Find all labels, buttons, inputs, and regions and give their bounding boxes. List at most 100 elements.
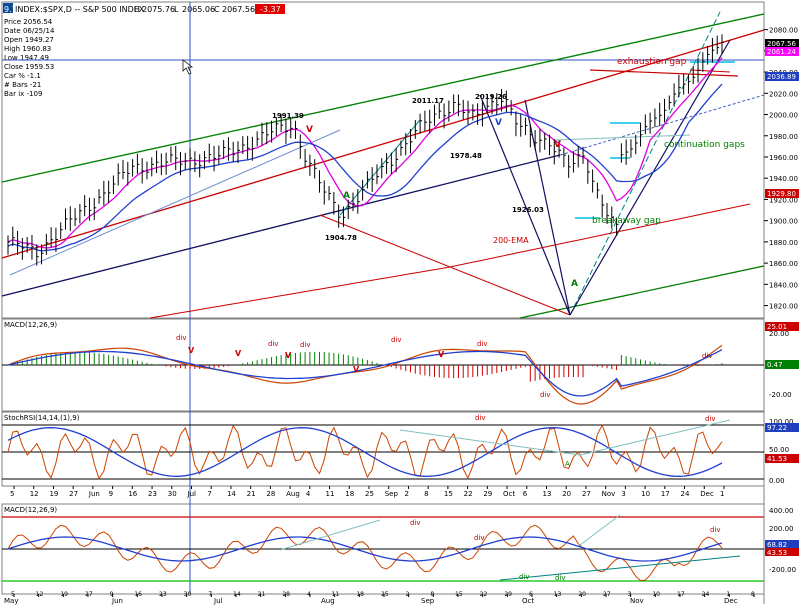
price-tag [765,72,799,81]
info-line: High 1960.83 [4,45,51,53]
date-label: 10 [641,490,650,498]
date-label: 17 [661,490,670,498]
price-tick-label: 1940.00 [769,175,798,183]
macd2-annotation: div [519,573,530,581]
date-label: Dec [700,490,714,498]
macd2-panel: MACD(12,26,9) div div div div div 400.00 200.00… [2,506,799,582]
date-label: 19 [60,591,68,598]
macd-tag-label: 25.01 [767,323,787,331]
change-box [255,4,285,14]
month-label: Aug [321,597,335,605]
price-tag [765,189,799,198]
price-tick-label: 1880.00 [769,239,798,247]
upper-green-channel [1,13,765,183]
stoch-annotation: div [705,415,716,423]
price-annotation: 1991.39 [272,112,304,120]
signal-marker: V [285,351,292,360]
stoch-annotation: A [565,460,570,468]
date-label: 25 [365,490,374,498]
date-label: 8 [430,591,434,598]
stoch-trendline [579,419,731,456]
month-label: Jun [111,597,123,605]
month-label: Oct [522,597,534,605]
date-label: 2 [404,490,408,498]
macd2-tag-label: 68.82 [767,541,787,549]
date-label: 23 [159,591,167,598]
date-label: 16 [128,490,137,498]
date-label: 10 [652,591,660,598]
macd-line [7,344,723,405]
date-label: 15 [444,490,453,498]
header-high-value: 2075.76 [142,5,175,14]
price-annotation: 1904.78 [325,234,357,242]
signal-marker: V [306,125,313,135]
price-tag [765,47,799,56]
stoch-tick-label: 100.00 [769,418,794,426]
date-label: 12 [36,591,44,598]
date-label: 20 [562,490,571,498]
change-box-text: -3.37 [260,5,281,14]
month-label: May [4,597,18,605]
date-label: 28 [282,591,290,598]
date-label: 13 [543,490,552,498]
macd2-annotation: div [555,574,566,582]
price-tag-label: 2061.24 [767,48,796,56]
div-label: div [391,336,402,344]
date-label: Oct [503,490,515,498]
price-tag [765,39,799,48]
info-line: Date 06/25/14 [4,27,55,35]
price-tick-label: 1980.00 [769,133,798,141]
date-label: 1 [726,591,730,598]
date-label: 18 [356,591,364,598]
macd2-annotation: div [410,519,421,527]
stoch-annotation: div [475,414,486,422]
price-annotation: breakaway gap [592,216,661,226]
date-label: Jul [187,490,197,498]
lower-green-channel [519,265,765,319]
header-l-label: L [174,5,179,14]
macd2-tick-label: -200.00 [769,566,796,574]
price-bars [7,34,724,266]
macd-tick-label: 20.00 [769,330,789,338]
macd2-trendline [579,514,621,546]
macd2-tick-label: 200.00 [769,525,794,533]
header-c-label: C [214,5,220,14]
macd2-line [7,524,723,582]
date-label: 13 [554,591,562,598]
date-label: 7 [208,591,212,598]
date-label: 16 [134,591,142,598]
price-tick-label: 1920.00 [769,196,798,204]
date-label: Jun [88,490,100,498]
macd2-signal-line [7,536,723,562]
signal-marker: V [495,118,502,128]
info-line: Car % -1.1 [4,72,41,80]
stoch-slow-line [7,427,723,477]
date-label: 24 [681,490,690,498]
div-label: div [477,340,488,348]
date-label: 20 [578,591,586,598]
month-label: Sep [421,597,435,605]
chart-title: INDEX:$SPX,D -- S&P 500 INDEX [15,5,145,14]
date-label: 17 [677,591,685,598]
date-label: 24 [702,591,710,598]
date-label: 22 [464,490,473,498]
date-label: 19 [49,490,58,498]
price-annotation: 200-EMA [493,236,529,245]
v-left-2 [479,94,571,316]
date-label: 3 [628,591,632,598]
info-line: Open 1949.27 [4,36,54,44]
date-label: 1 [720,490,724,498]
price-tag-label: 1929.80 [767,190,796,198]
header-icon-text: 9.78 [4,5,22,14]
header-close-value: 2067.56 [222,5,255,14]
date-label: 14 [233,591,241,598]
price-tick-label: 2080.00 [769,27,798,35]
date-label: 18 [345,490,354,498]
date-label: 21 [247,490,256,498]
ema-200-line [149,203,751,319]
macd2-annotation: div [474,534,485,542]
price-annotation: 1978.48 [450,152,482,160]
